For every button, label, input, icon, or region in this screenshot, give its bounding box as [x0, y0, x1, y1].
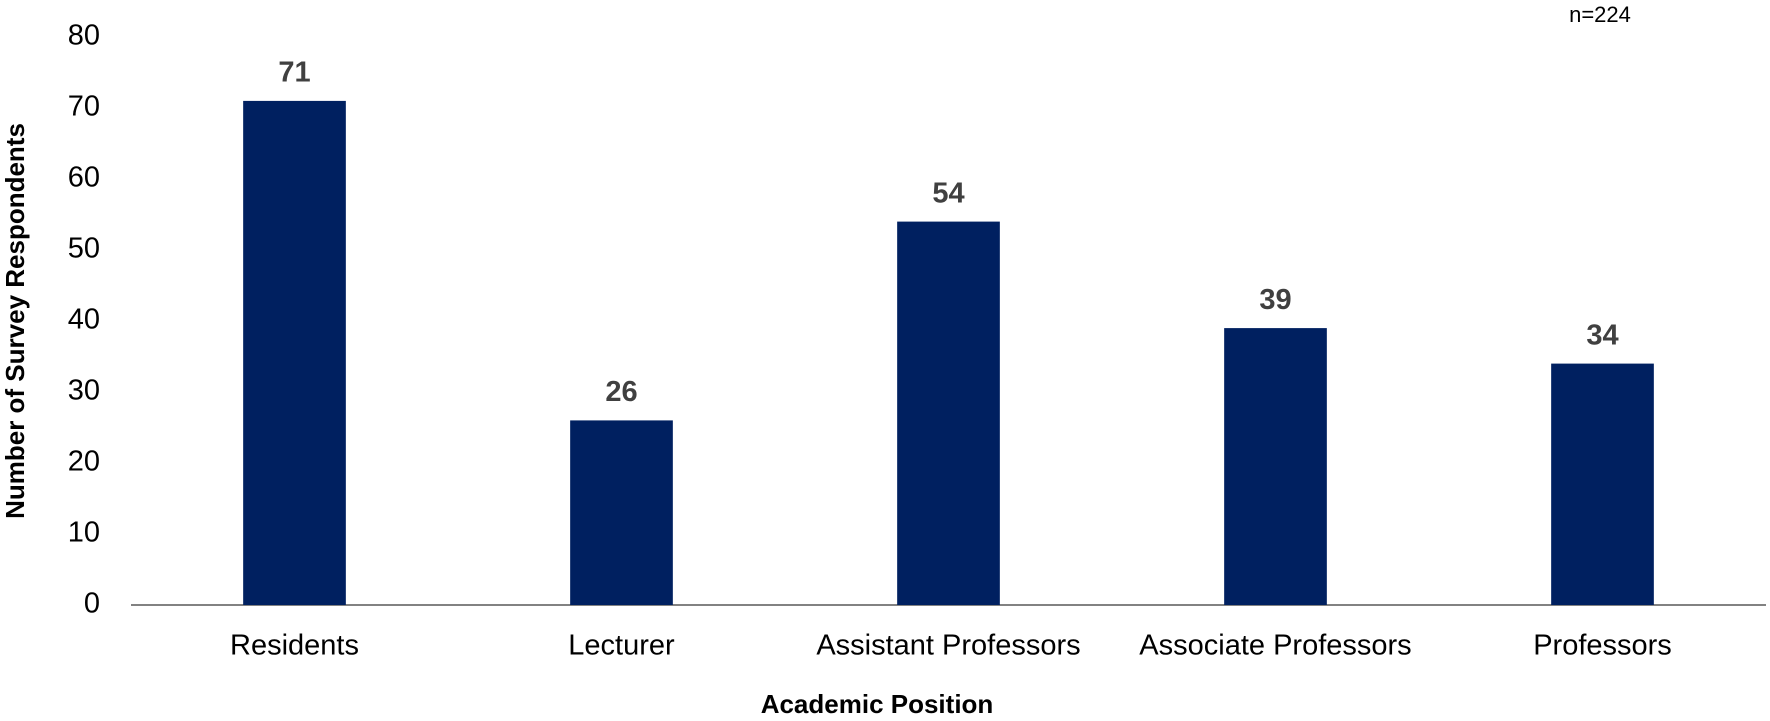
x-tick-label: Residents — [230, 630, 359, 662]
y-tick-label: 60 — [68, 162, 100, 194]
data-label: 34 — [1586, 319, 1618, 351]
y-tick-label: 70 — [68, 91, 100, 123]
data-label: 39 — [1259, 284, 1291, 316]
y-axis-title: Number of Survey Respondents — [0, 123, 30, 519]
bar — [243, 100, 346, 606]
y-tick-label: 0 — [84, 588, 100, 620]
data-label: 26 — [605, 376, 637, 408]
y-tick-label: 20 — [68, 446, 100, 478]
y-tick-label: 30 — [68, 375, 100, 407]
bar — [570, 420, 673, 605]
y-tick-label: 10 — [68, 517, 100, 549]
data-label: 54 — [932, 177, 964, 209]
x-tick-label: Associate Professors — [1139, 630, 1411, 662]
x-tick-label: Lecturer — [568, 630, 675, 662]
y-tick-label: 40 — [68, 304, 100, 336]
data-label: 71 — [278, 57, 310, 89]
x-tick-label: Professors — [1533, 630, 1672, 662]
x-tick-label: Assistant Professors — [816, 630, 1080, 662]
x-axis-title: Academic Position — [761, 689, 994, 719]
bar — [1224, 328, 1327, 605]
y-tick-label: 80 — [68, 20, 100, 52]
y-tick-label: 50 — [68, 233, 100, 265]
annotation: n=224 — [1569, 2, 1631, 27]
bar — [1551, 363, 1654, 605]
bar — [897, 221, 1000, 605]
